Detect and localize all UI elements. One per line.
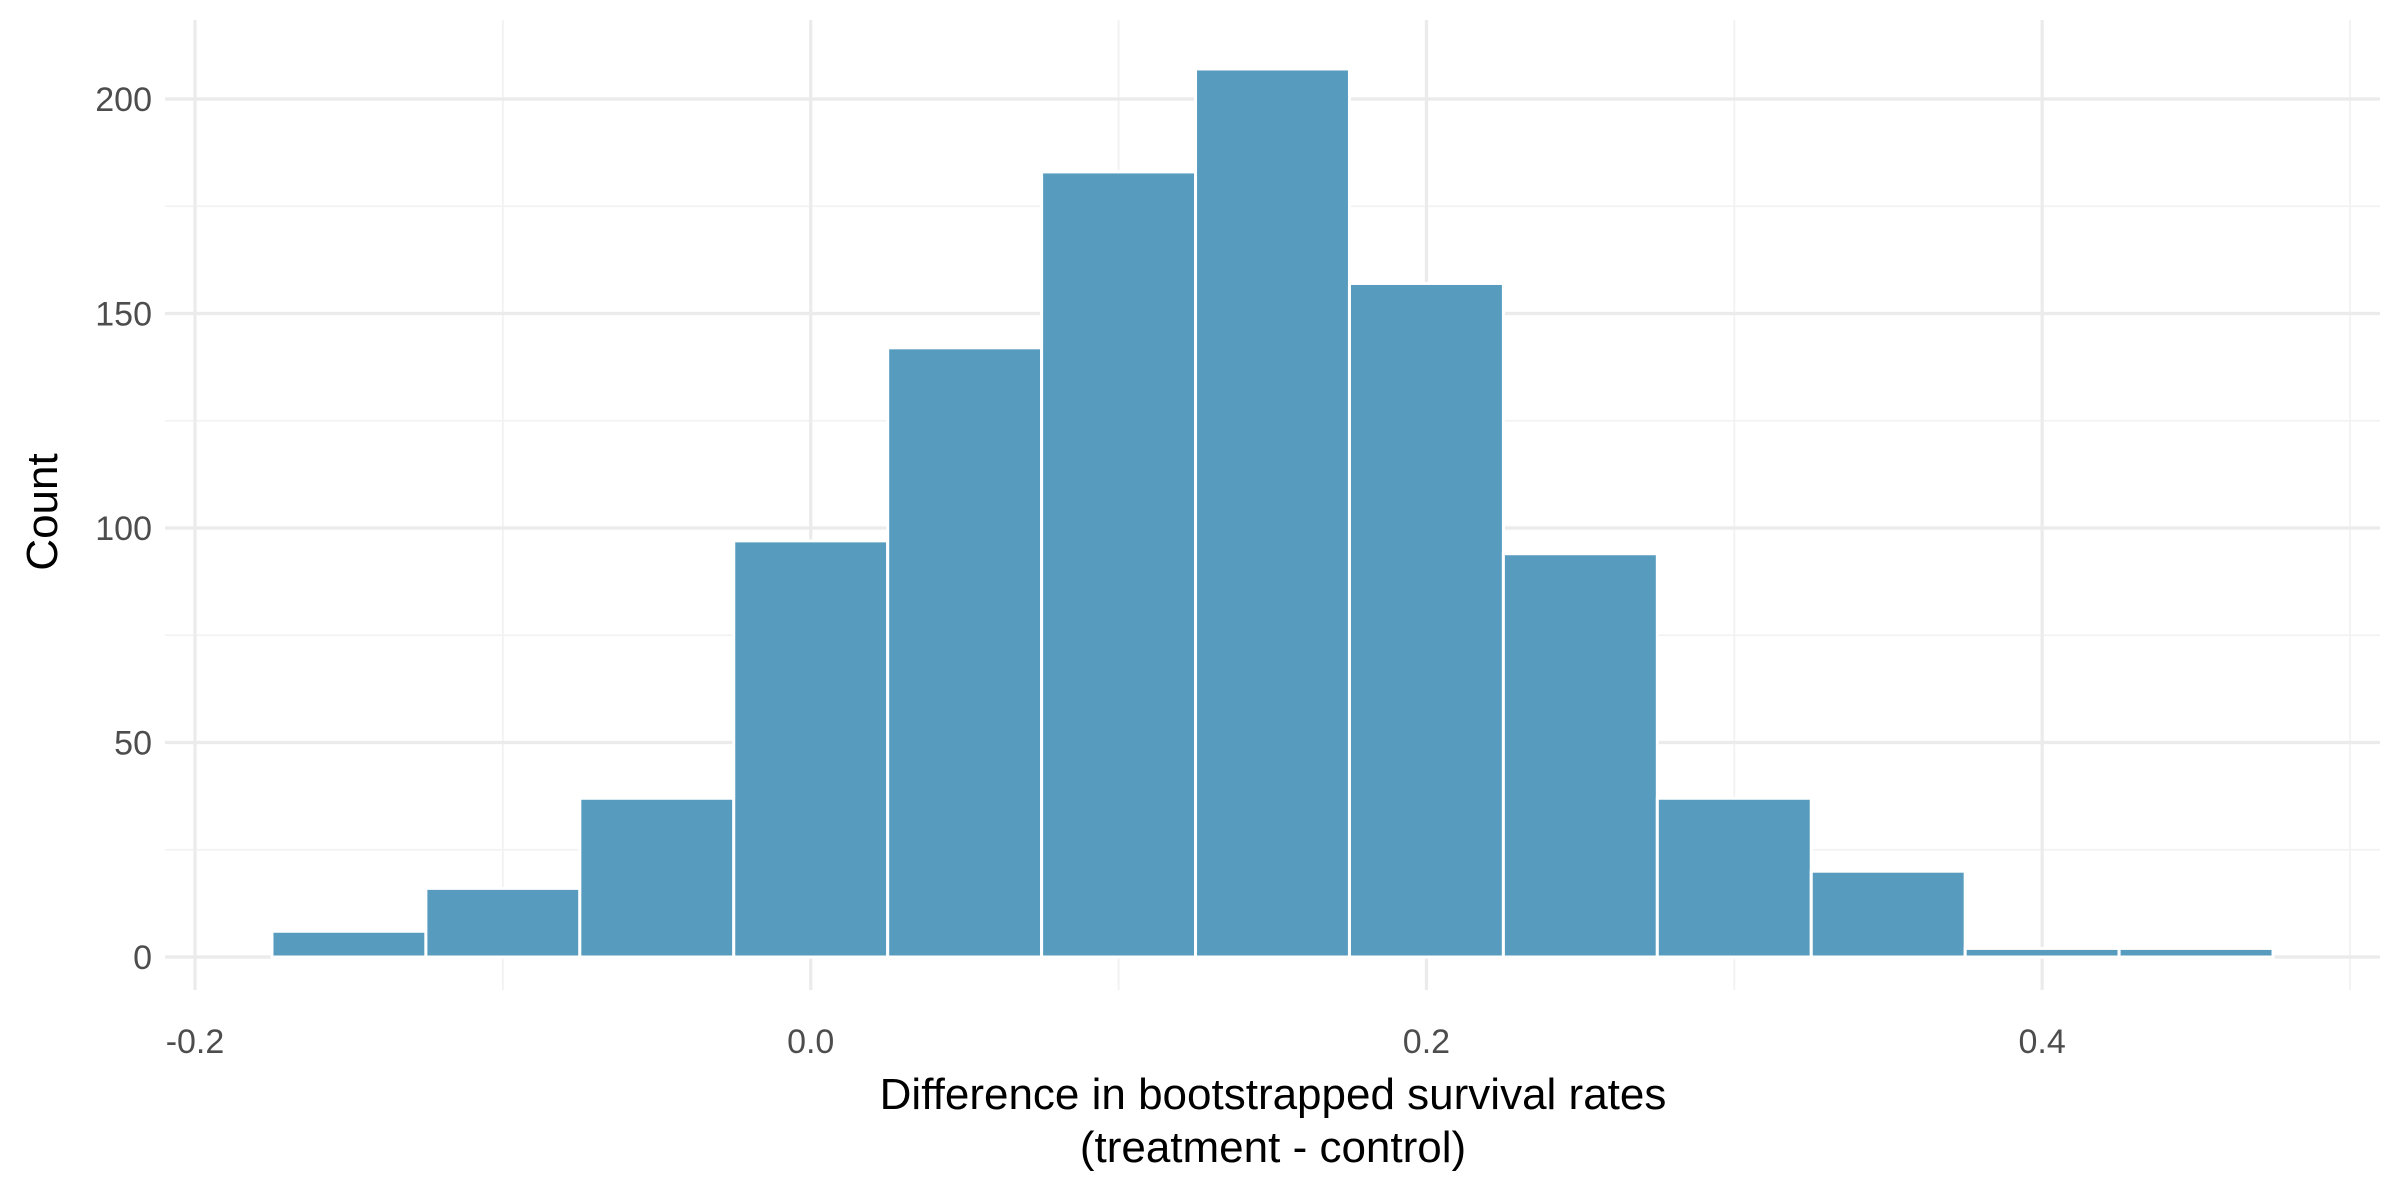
histogram-bar bbox=[886, 346, 1044, 959]
histogram-bar bbox=[1347, 281, 1505, 959]
x-tick-label: 0.4 bbox=[2019, 1023, 2066, 1061]
histogram-bar bbox=[732, 539, 890, 959]
histogram-bar bbox=[1040, 170, 1198, 959]
x-tick-label: 0.0 bbox=[787, 1023, 834, 1061]
y-tick-label: 200 bbox=[95, 81, 152, 119]
x-tick-label: -0.2 bbox=[166, 1023, 225, 1061]
y-axis-title: Count bbox=[18, 453, 67, 570]
x-tick-labels: -0.2 0.0 0.2 0.4 bbox=[166, 1023, 2066, 1061]
histogram-bar bbox=[1194, 67, 1351, 959]
x-axis-title-line-2: (treatment - control) bbox=[1080, 1123, 1466, 1172]
histogram-bar bbox=[424, 886, 582, 959]
y-tick-label: 150 bbox=[95, 296, 152, 334]
x-axis-title-line-1: Difference in bootstrapped survival rate… bbox=[880, 1070, 1667, 1119]
y-tick-label: 50 bbox=[114, 725, 152, 763]
y-tick-labels: 0 50 100 150 200 bbox=[95, 81, 152, 977]
bars bbox=[270, 67, 2275, 959]
histogram-bar bbox=[270, 929, 428, 959]
histogram-bar bbox=[1963, 946, 2121, 959]
histogram-bar bbox=[1655, 796, 1813, 959]
histogram-bar bbox=[1809, 869, 1967, 959]
histogram-bar bbox=[2117, 946, 2275, 959]
histogram-bar bbox=[578, 796, 736, 959]
y-tick-label: 100 bbox=[95, 510, 152, 548]
y-tick-label: 0 bbox=[133, 939, 152, 977]
histogram-bar bbox=[1501, 552, 1659, 959]
x-tick-label: 0.2 bbox=[1403, 1023, 1450, 1061]
